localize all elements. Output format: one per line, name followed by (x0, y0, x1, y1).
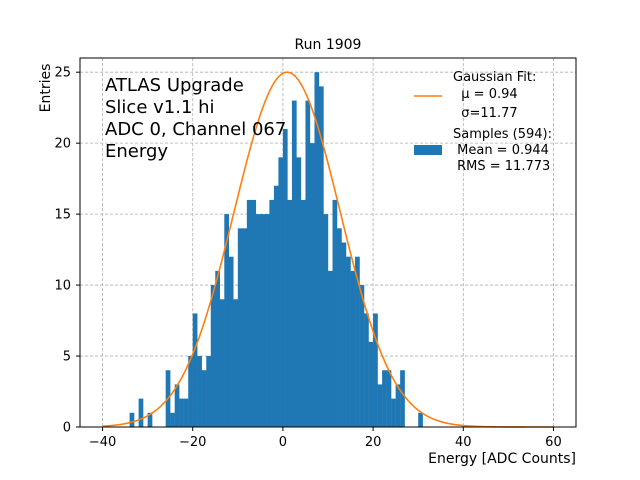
histogram-bar (192, 313, 198, 427)
x-tick-label: 20 (365, 435, 382, 450)
y-tick-label: 25 (54, 66, 71, 81)
histogram-bar (386, 370, 392, 427)
histogram-bar (273, 185, 279, 427)
histogram-bars (129, 72, 423, 428)
histogram-bar (255, 214, 261, 427)
histogram-bar (391, 398, 396, 427)
histogram-bar (237, 228, 243, 427)
histogram-bar (314, 72, 320, 427)
chart-title: Run 1909 (295, 37, 362, 53)
legend-fit-label: μ = 0.94 (453, 87, 518, 102)
y-tick-label: 0 (63, 421, 71, 436)
histogram-bar (228, 256, 234, 427)
histogram-bar (373, 313, 378, 427)
axes-frame (79, 57, 577, 428)
histogram-bar (382, 370, 387, 427)
histogram-bar (251, 199, 257, 427)
histogram-bar (215, 270, 220, 427)
histogram-bar (309, 143, 315, 427)
histogram-bar (359, 285, 365, 427)
histogram-bar (300, 199, 306, 427)
annotation-line: ATLAS Upgrade (105, 75, 244, 96)
histogram-bar (341, 242, 347, 427)
histogram-bar (287, 199, 293, 427)
histogram-bar (129, 412, 135, 427)
histogram-bar (242, 228, 248, 427)
annotation-line: Energy (105, 141, 168, 162)
y-tick-label: 20 (54, 137, 71, 152)
histogram-bar (269, 199, 275, 427)
x-tick-label: 60 (545, 435, 562, 450)
histogram-bar (138, 398, 144, 427)
legend: Gaussian Fit: μ = 0.94 σ=11.77 Samples (… (414, 70, 552, 174)
x-axis-ticks: −40 −20 0 20 40 60 (89, 427, 562, 450)
histogram-bar (197, 356, 202, 427)
y-tick-label: 10 (54, 279, 71, 294)
histogram-bar (291, 100, 297, 428)
histogram-bar (328, 270, 333, 427)
x-tick-label: −20 (179, 435, 206, 450)
histogram-bar (206, 356, 211, 427)
histogram-bar (400, 370, 405, 427)
histogram-bar (188, 356, 193, 427)
x-tick-label: 40 (455, 435, 472, 450)
x-tick-label: −40 (89, 435, 116, 450)
legend-histogram-label: Samples (594): (453, 127, 552, 142)
histogram-bar (260, 214, 266, 427)
histogram-bar (224, 214, 229, 427)
y-axis-label: Entries (38, 64, 54, 113)
legend-histogram-label: RMS = 11.773 (453, 159, 550, 174)
y-axis-ticks: 0 5 10 15 20 25 (54, 66, 80, 436)
histogram-bar (350, 270, 356, 427)
histogram-bar (418, 412, 423, 427)
legend-histogram-swatch (414, 145, 442, 155)
histogram-bar (147, 412, 153, 427)
histogram-bar (364, 313, 369, 427)
legend-histogram-label: Mean = 0.944 (453, 143, 549, 158)
histogram-bar (377, 384, 383, 427)
histogram-bar (346, 256, 351, 427)
histogram-bar (183, 398, 189, 427)
histogram-bar (318, 86, 324, 427)
histogram-bar (355, 256, 360, 427)
histogram-bar (174, 384, 180, 427)
histogram-bar (201, 370, 207, 427)
annotation: ATLAS Upgrade Slice v1.1 hi ADC 0, Chann… (105, 75, 286, 162)
histogram-bar (395, 384, 401, 427)
legend-fit-label: Gaussian Fit: (453, 70, 536, 85)
legend-fit-label: σ=11.77 (453, 106, 518, 121)
annotation-line: Slice v1.1 hi (105, 97, 215, 118)
histogram-bar (246, 199, 252, 427)
y-tick-label: 15 (54, 208, 71, 223)
histogram-bar (305, 100, 311, 428)
x-axis-label: Energy [ADC Counts] (428, 451, 576, 467)
histogram-bar (219, 299, 225, 427)
x-tick-label: 0 (279, 435, 287, 450)
histogram-bar (282, 128, 288, 427)
annotation-line: ADC 0, Channel 067 (105, 119, 286, 140)
histogram-bar (332, 199, 338, 427)
histogram-bar (368, 341, 374, 427)
histogram-bar (296, 157, 302, 427)
histogram-bar (170, 412, 175, 427)
histogram-bar (233, 299, 239, 427)
histogram-bar (264, 214, 270, 427)
gaussian-fit (102, 71, 554, 428)
histogram-bar (278, 157, 284, 427)
histogram-bar (179, 398, 184, 427)
histogram-bar (323, 214, 329, 427)
histogram-bar (210, 285, 216, 427)
fit-curve (102, 71, 554, 428)
histogram-bar (337, 228, 342, 427)
y-tick-label: 5 (63, 350, 71, 365)
